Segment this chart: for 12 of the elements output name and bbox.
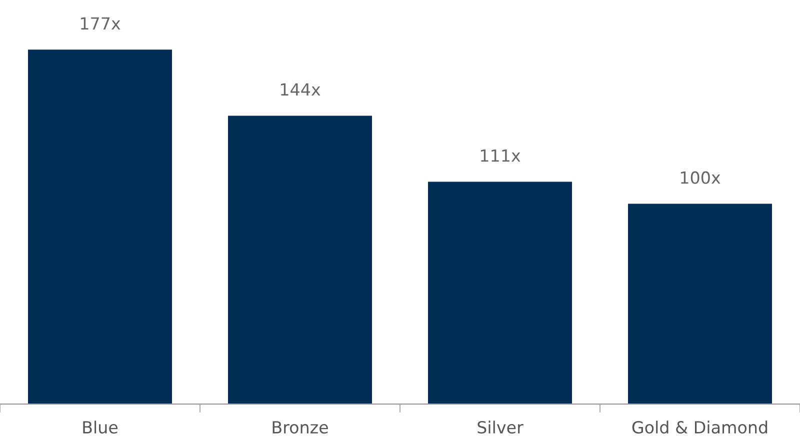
x-tick-label: Silver [478,420,524,434]
data-label: 144x [280,83,320,96]
data-label: 100x [680,171,720,184]
bar [628,204,772,404]
x-tick-label: Gold & Diamond [632,420,768,434]
bar [428,182,572,404]
data-label: 177x [80,17,120,30]
x-tick-label: Bronze [272,421,328,434]
bar [28,50,172,404]
data-label: 111x [480,149,520,162]
bar [228,116,372,404]
x-tick-label: Blue [83,420,118,434]
